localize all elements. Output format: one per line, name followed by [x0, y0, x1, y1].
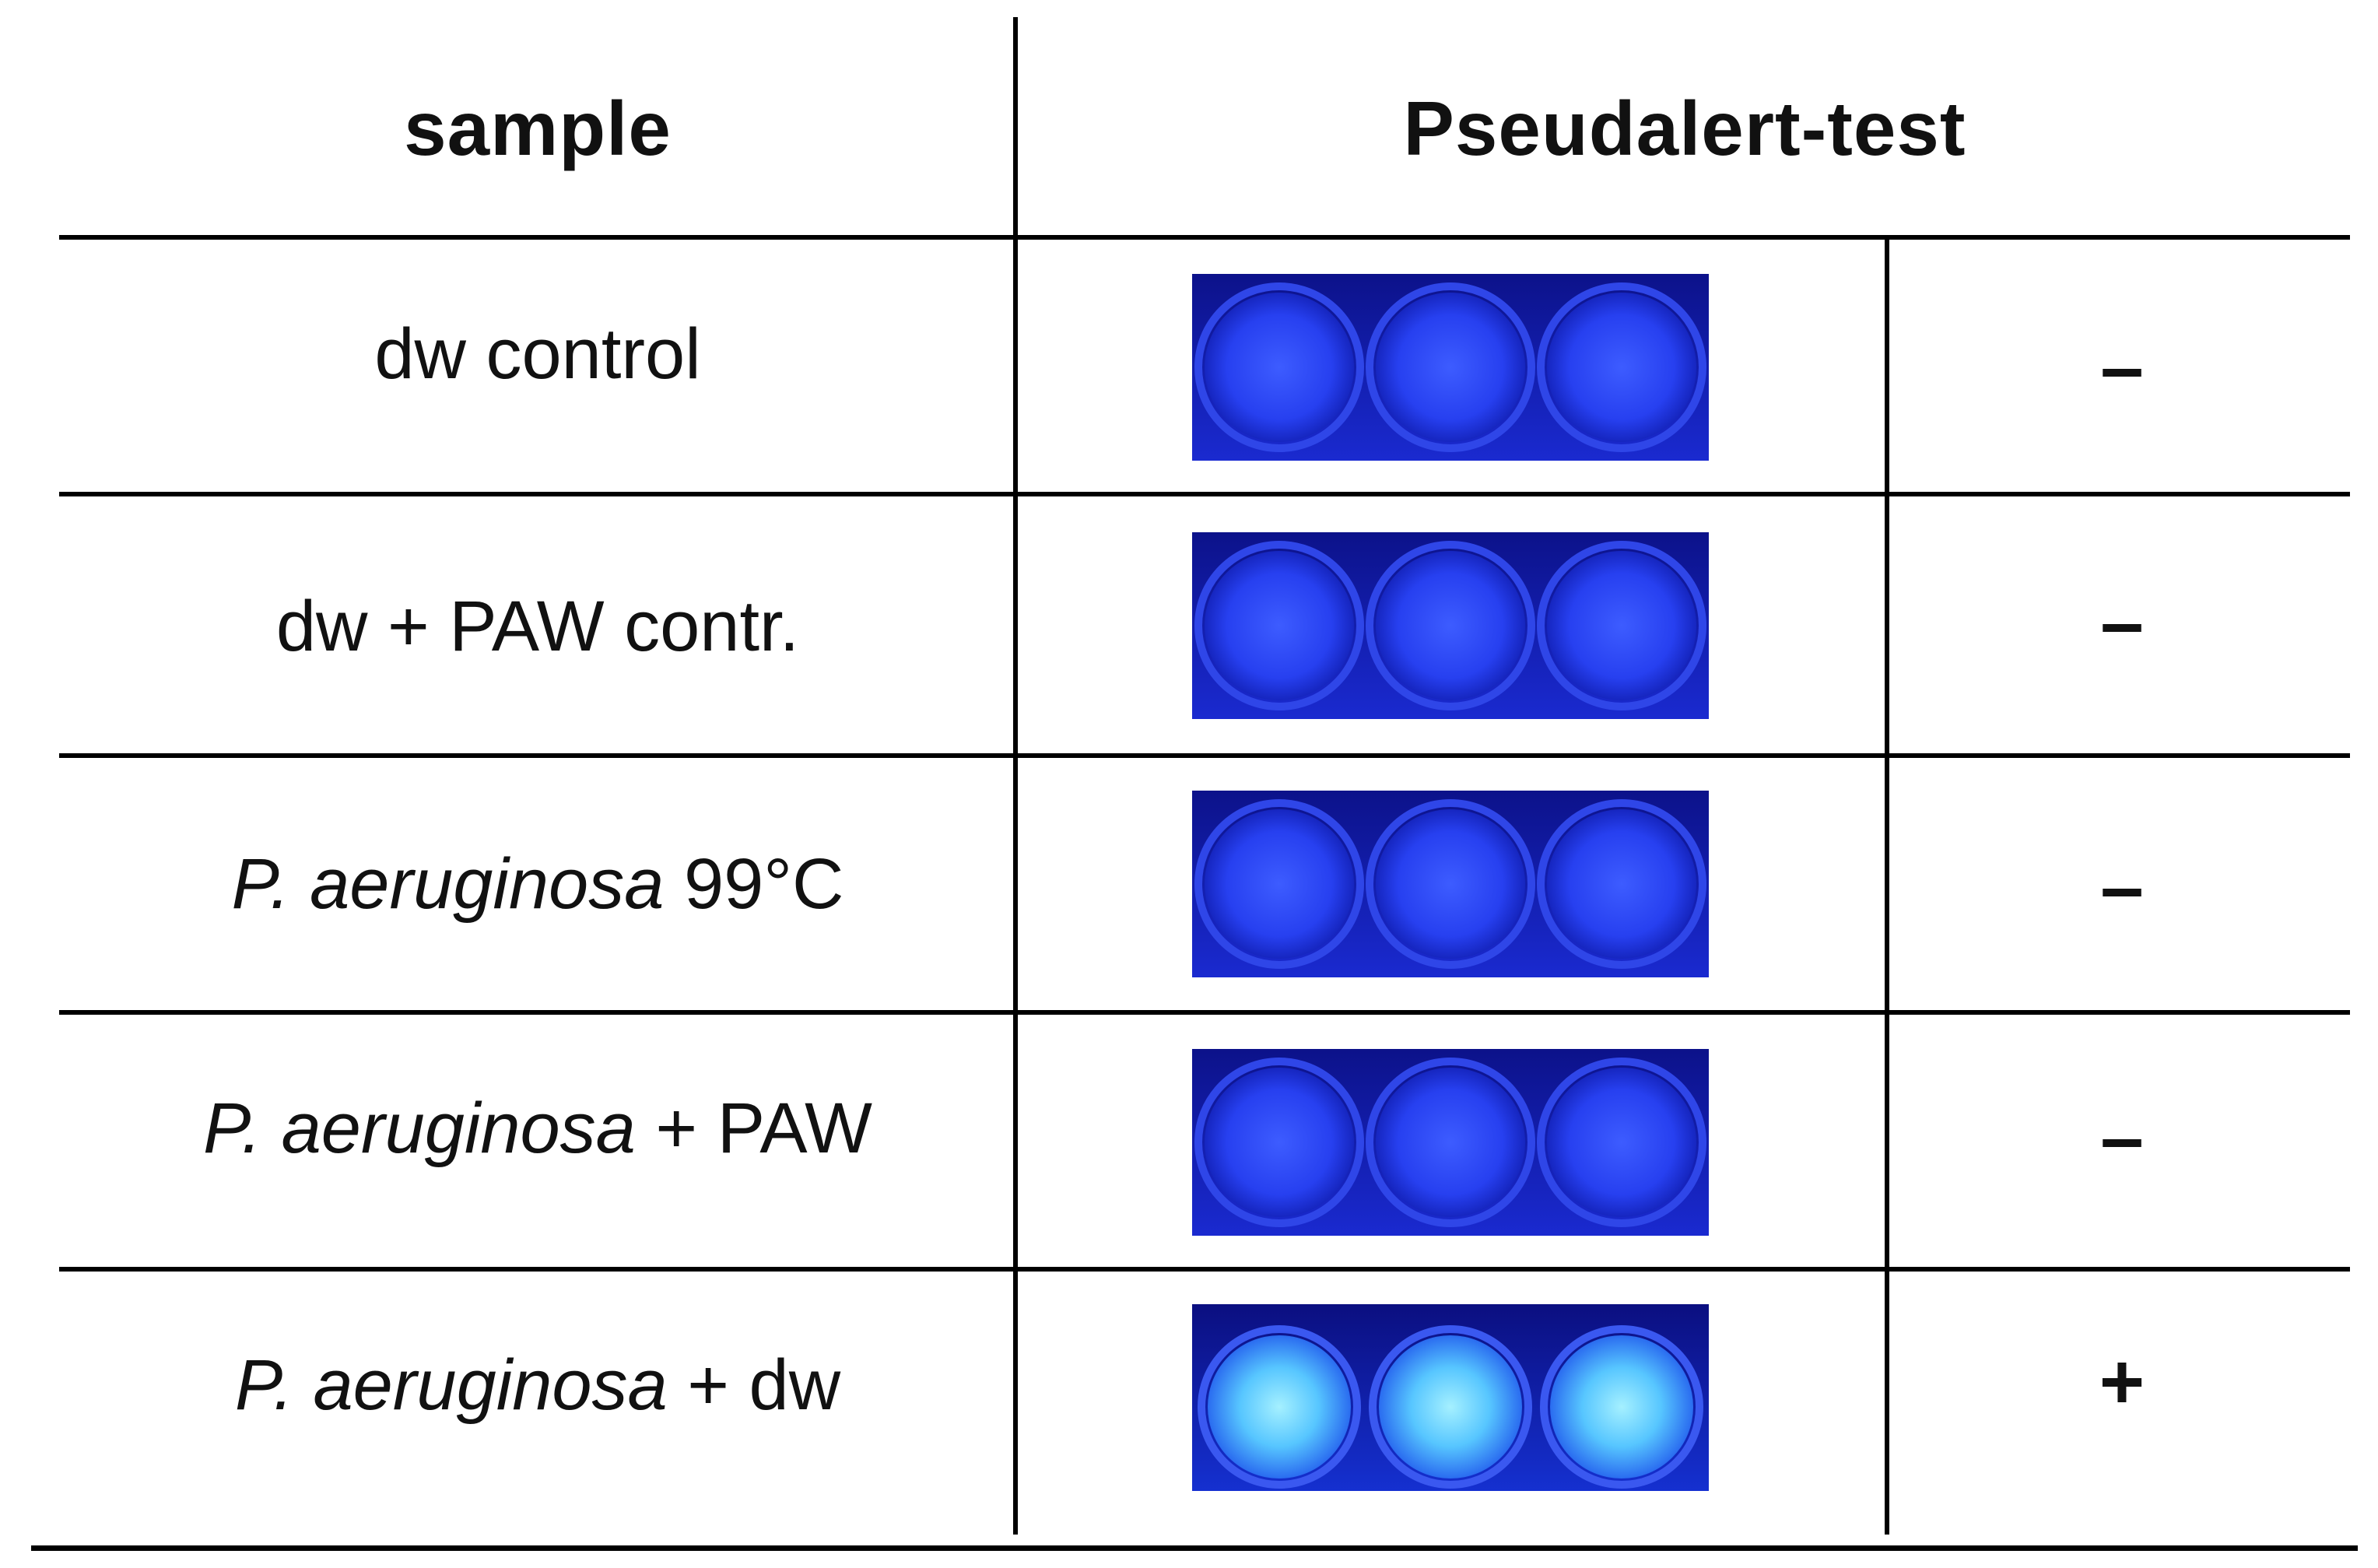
sample-condition: dw + PAW contr.	[275, 586, 800, 666]
microplate-photo	[1192, 1049, 1709, 1236]
result-cell-row-1: –	[2100, 323, 2144, 411]
well-rim-3	[1537, 1058, 1706, 1227]
well-rim-2	[1366, 282, 1535, 452]
well-2	[1376, 809, 1525, 959]
header-pseudalert-test: Pseudalert-test	[1403, 85, 1966, 171]
sample-cell-row-5: P. aeruginosa + dw	[59, 1307, 1016, 1463]
well-1	[1205, 809, 1354, 959]
sample-cell-row-2: dw + PAW contr.	[59, 545, 1016, 708]
plate-photo-row-2	[1192, 532, 1709, 719]
well-1	[1205, 293, 1354, 442]
result-cell-row-2: –	[2100, 578, 2144, 666]
well-1	[1205, 551, 1354, 700]
well-rim-3	[1537, 282, 1706, 452]
sample-condition: + PAW	[655, 1088, 873, 1168]
sample-organism: P. aeruginosa	[202, 1088, 636, 1168]
well-3	[1547, 809, 1696, 959]
sample-organism: P. aeruginosa	[231, 844, 665, 924]
sample-condition: + dw	[687, 1345, 841, 1425]
well-rim-1	[1198, 1325, 1361, 1489]
well-rim-2	[1366, 541, 1535, 710]
well-rim-2	[1366, 799, 1535, 969]
header-sample: sample	[404, 85, 672, 171]
result-cell-row-5: +	[2099, 1338, 2145, 1426]
sample-cell-row-4: P. aeruginosa + PAW	[59, 1051, 1016, 1206]
header-rule	[59, 235, 2350, 240]
well-rim-1	[1194, 1058, 1364, 1227]
well-rim-3	[1540, 1325, 1703, 1489]
plate-photo-row-5	[1192, 1304, 1709, 1491]
well-1	[1205, 1068, 1354, 1217]
row-rule-3	[59, 1010, 2350, 1015]
microplate-photo	[1192, 1304, 1709, 1491]
column-divider-result	[1885, 238, 1889, 1535]
sample-organism: P. aeruginosa	[234, 1345, 668, 1425]
sample-condition: dw control	[374, 314, 701, 394]
row-rule-4	[59, 1267, 2350, 1272]
well-rim-1	[1194, 541, 1364, 710]
well-2	[1376, 551, 1525, 700]
well-rim-2	[1369, 1325, 1532, 1489]
sample-cell-row-3: P. aeruginosa 99°C	[59, 806, 1016, 962]
column-divider-main	[1013, 17, 1018, 1535]
well-rim-3	[1537, 541, 1706, 710]
well-rim-2	[1366, 1058, 1535, 1227]
well-rim-3	[1537, 799, 1706, 969]
plate-photo-row-1	[1192, 274, 1709, 461]
table-bottom-rule	[31, 1545, 2358, 1551]
well-2	[1379, 1335, 1522, 1479]
well-rim-1	[1194, 799, 1364, 969]
result-cell-row-3: –	[2100, 843, 2144, 931]
microplate-photo	[1192, 274, 1709, 461]
well-3	[1547, 1068, 1696, 1217]
well-3	[1547, 551, 1696, 700]
well-3	[1547, 293, 1696, 442]
sample-cell-row-1: dw control	[59, 280, 1016, 428]
row-rule-1	[59, 492, 2350, 496]
row-rule-2	[59, 753, 2350, 758]
microplate-photo	[1192, 791, 1709, 977]
well-rim-1	[1194, 282, 1364, 452]
microplate-photo	[1192, 532, 1709, 719]
sample-condition: 99°C	[683, 844, 844, 924]
well-1	[1208, 1335, 1351, 1479]
well-3	[1550, 1335, 1693, 1479]
result-cell-row-4: –	[2100, 1093, 2144, 1181]
well-2	[1376, 293, 1525, 442]
plate-photo-row-4	[1192, 1049, 1709, 1236]
well-2	[1376, 1068, 1525, 1217]
plate-photo-row-3	[1192, 791, 1709, 977]
